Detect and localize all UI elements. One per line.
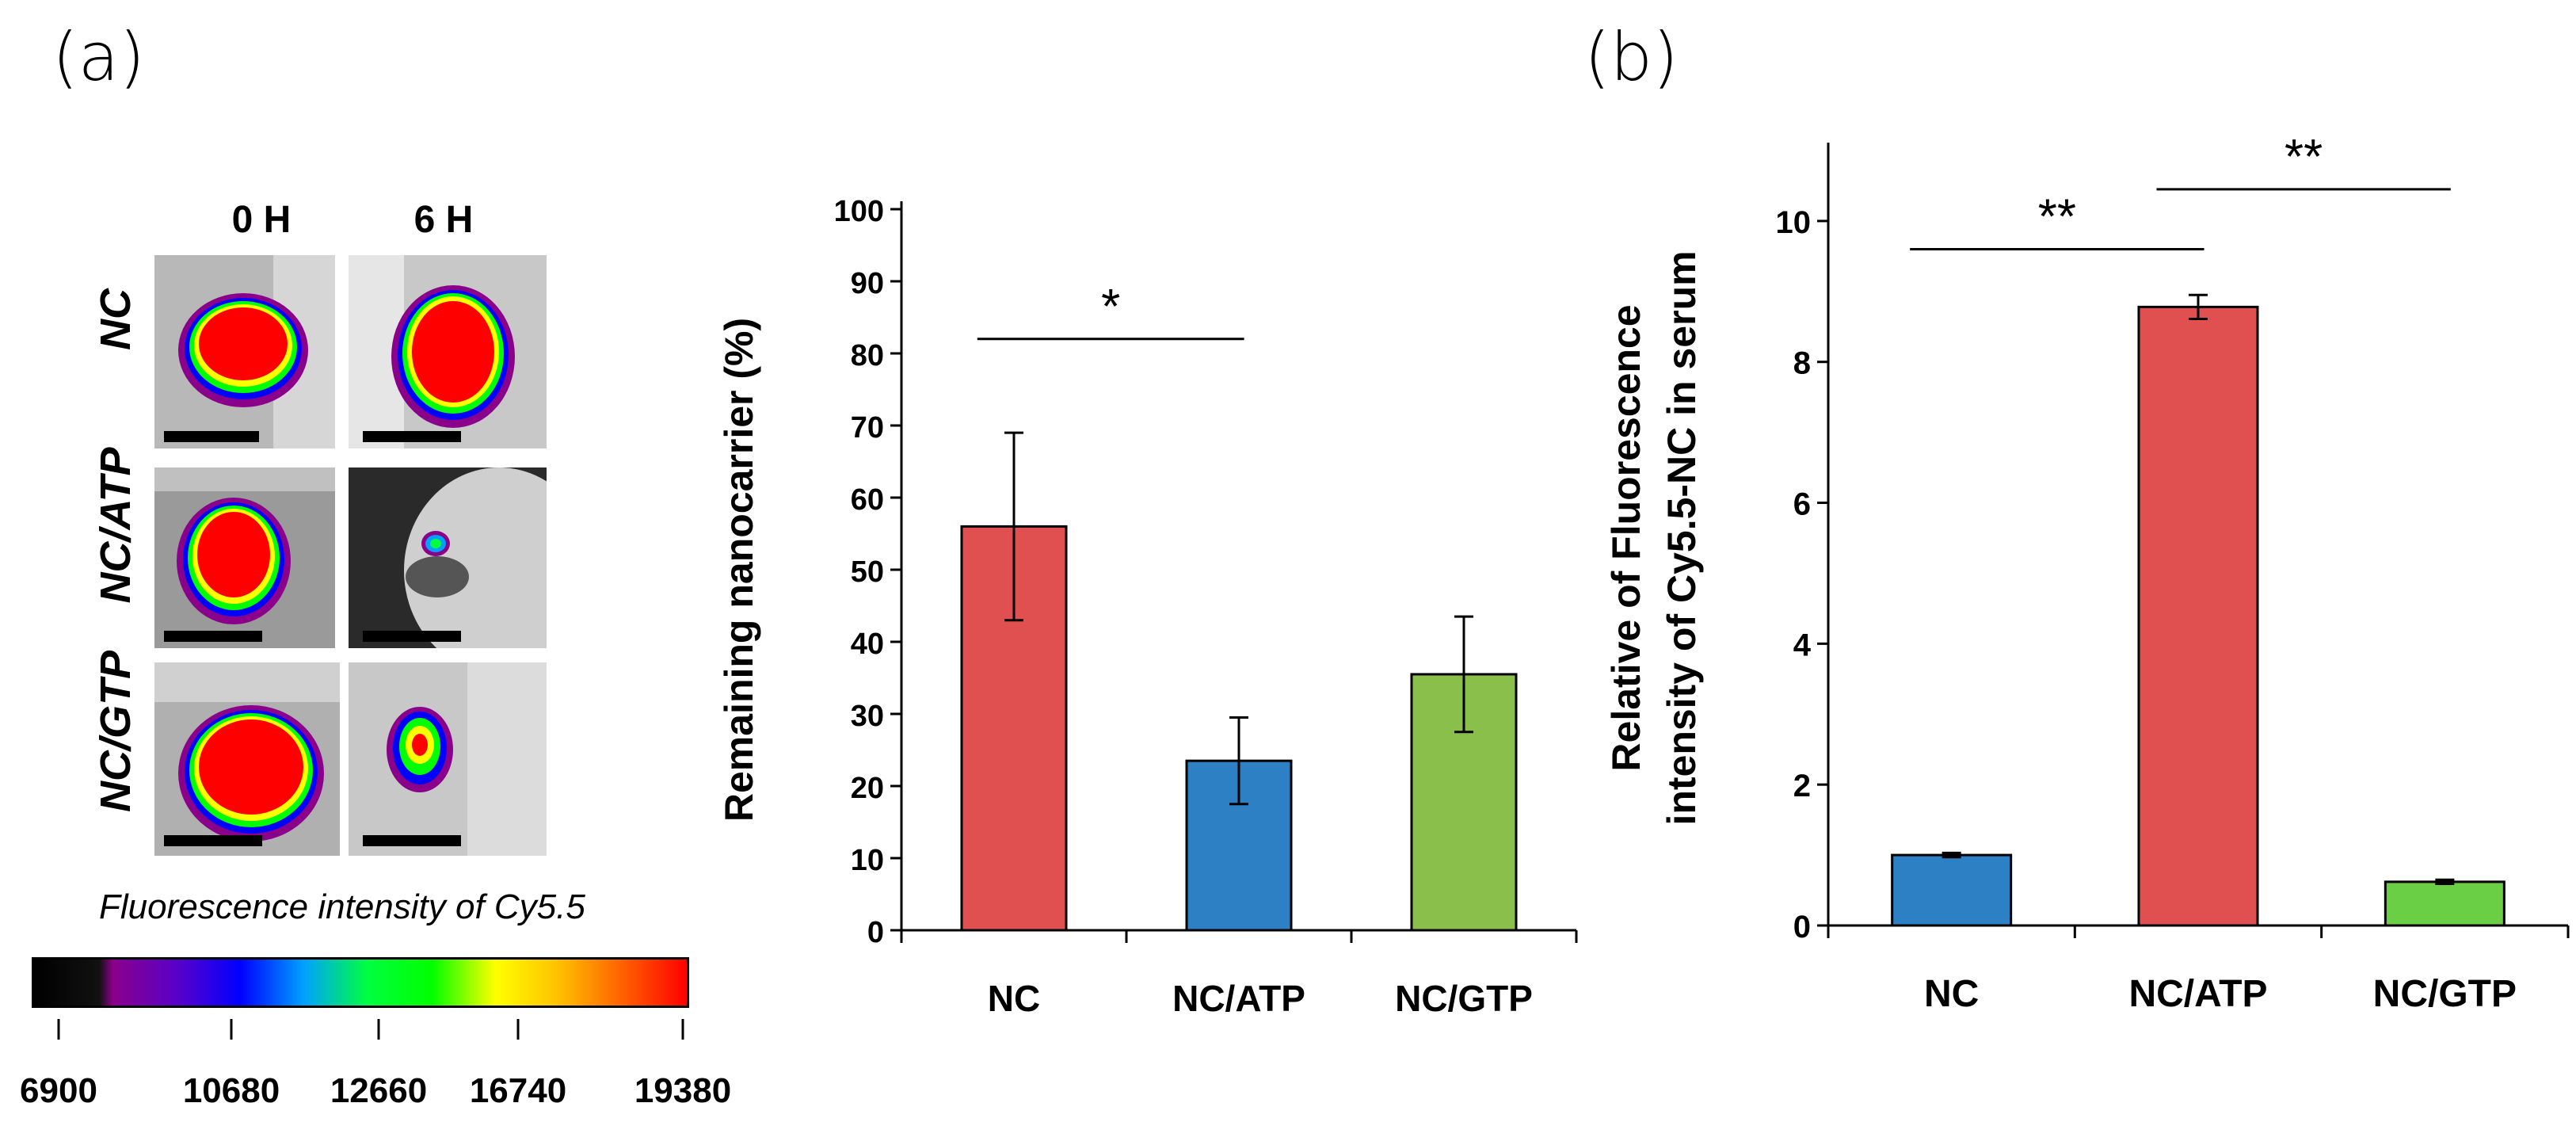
y-tick-label: 2	[1793, 769, 1811, 803]
y-tick-label: 20	[851, 772, 884, 805]
y-tick-label: 90	[851, 267, 884, 300]
y-tick-label: 4	[1793, 628, 1812, 662]
colorbar-tick-label: 16740	[469, 1071, 567, 1110]
image-nc-6h	[349, 255, 547, 448]
significance-marker: *	[1101, 280, 1120, 334]
y-axis-label: Remaining nanocarrier (%)	[717, 318, 761, 822]
y-axis-label: Relative of Fluorescence	[1604, 304, 1648, 771]
imaging-row-nc-atp: NC/ATP	[92, 447, 139, 604]
colorbar	[32, 957, 689, 1008]
x-tick-label: NC/GTP	[1395, 978, 1533, 1019]
significance-marker: **	[2038, 189, 2076, 244]
fluorescence-image	[154, 468, 335, 648]
x-tick-label: NC	[988, 978, 1040, 1019]
colorbar-ticks	[57, 1019, 684, 1040]
bar	[2137, 305, 2259, 927]
panel-label-b: (b)	[1584, 18, 1679, 96]
image-nc-atp-6h	[349, 468, 547, 648]
fluorescence-image	[349, 468, 547, 648]
x-tick-label: NC/GTP	[2373, 973, 2517, 1015]
chart-remaining-nanocarrier: 0 10 20 30 40 50 60 70 80 90 100 NC NC/ATP NC/GTP * Rem…	[717, 195, 1578, 1019]
chart-relative-fluorescence: 0 2 4 6 8 10 NC NC/ATP NC/GTP ** ** Relative of Flu…	[1604, 130, 2570, 1015]
y-tick-label: 0	[1793, 910, 1811, 945]
y-tick-label: 100	[834, 195, 884, 228]
imaging-column-0h: 0 H	[231, 199, 292, 241]
bar	[1891, 853, 2013, 927]
y-tick-label: 80	[851, 339, 884, 372]
imaging-column-6h: 6 H	[413, 199, 474, 241]
bar	[2384, 880, 2506, 927]
y-tick-label: 60	[851, 483, 884, 517]
panel-label-a: (a)	[52, 18, 146, 96]
y-tick-label: 70	[851, 411, 884, 445]
y-axis-label: intensity of Cy5.5-NC in serum	[1660, 250, 1704, 825]
y-tick-label: 0	[867, 916, 884, 949]
fluorescence-image	[154, 255, 335, 448]
y-tick-label: 10	[851, 844, 884, 877]
significance-marker: **	[2284, 130, 2323, 185]
y-tick-label: 8	[1793, 346, 1811, 381]
colorbar-tick-label: 12660	[330, 1071, 428, 1110]
image-nc-gtp-6h	[349, 662, 547, 856]
y-tick-label: 10	[1776, 205, 1812, 240]
image-nc-atp-0h	[154, 468, 335, 648]
y-tick-label: 30	[851, 700, 884, 733]
fluorescence-image	[349, 255, 547, 448]
imaging-row-nc-gtp: NC/GTP	[92, 651, 139, 813]
fluorescence-image	[154, 662, 340, 856]
colorbar-tick-label: 10680	[182, 1071, 280, 1110]
bar	[960, 525, 1068, 932]
x-tick-label: NC/ATP	[1172, 978, 1305, 1019]
y-tick-label: 40	[851, 628, 884, 661]
fluorescence-image	[349, 662, 547, 856]
image-nc-gtp-0h	[154, 662, 340, 856]
x-tick-label: NC/ATP	[2128, 973, 2267, 1015]
x-tick-label: NC	[1924, 973, 1979, 1015]
imaging-row-nc: NC	[92, 288, 139, 350]
colorbar-tick-label: 19380	[634, 1071, 732, 1110]
image-nc-0h	[154, 255, 335, 448]
colorbar-title: Fluorescence intensity of Cy5.5	[99, 887, 585, 926]
y-tick-label: 6	[1793, 487, 1811, 522]
colorbar-tick-label: 6900	[20, 1071, 97, 1110]
y-tick-label: 50	[851, 555, 884, 589]
